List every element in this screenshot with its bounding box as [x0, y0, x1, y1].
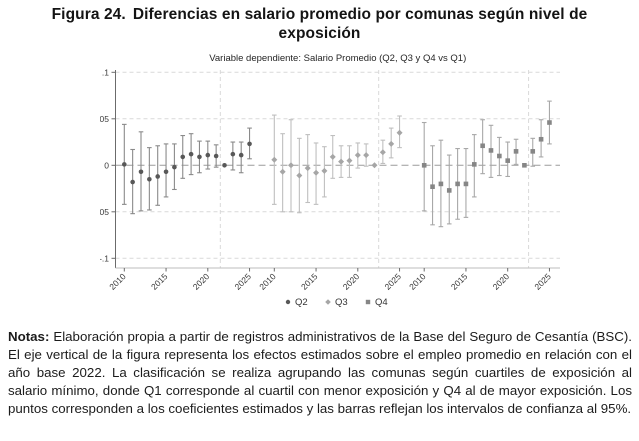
legend-label-Q4: Q4 — [375, 297, 388, 308]
data-point-marker — [388, 140, 395, 147]
data-point-marker — [180, 154, 186, 160]
data-point-marker — [197, 154, 202, 160]
data-point-marker — [155, 174, 160, 179]
data-point-marker — [271, 156, 278, 163]
y-tick-label: -.05 — [100, 207, 109, 217]
data-point-marker — [172, 164, 177, 170]
data-point-marker — [363, 152, 370, 159]
data-point-marker — [222, 163, 227, 168]
figure-number: Figura 24. — [51, 6, 126, 23]
data-point-marker — [163, 169, 169, 175]
data-point-marker — [138, 169, 144, 175]
notes-label: Notas: — [8, 329, 50, 344]
data-point-marker — [538, 136, 544, 142]
data-point-marker — [488, 148, 494, 153]
x-tick-label: 2015 — [149, 271, 170, 292]
data-point-marker — [430, 184, 435, 189]
data-point-marker — [288, 162, 294, 169]
data-point-marker — [247, 141, 252, 147]
y-tick-label: -.1 — [100, 253, 109, 263]
x-tick-label: 2010 — [107, 271, 128, 292]
y-tick-label: 0 — [104, 160, 109, 170]
x-tick-label: 2015 — [299, 271, 320, 292]
notes-text: Elaboración propia a partir de registros… — [8, 329, 632, 416]
data-point-marker — [338, 158, 345, 165]
data-point-marker — [122, 162, 127, 167]
figure-title-text: Diferencias en salario promedio por comu… — [132, 6, 588, 23]
notes: Notas: Elaboración propia a partir de re… — [8, 328, 632, 418]
data-point-marker — [205, 152, 211, 158]
x-tick-label: 2010 — [257, 271, 278, 292]
data-point-marker — [396, 129, 403, 136]
x-tick-label: 2020 — [191, 271, 212, 292]
data-point-marker — [513, 149, 519, 154]
data-point-marker — [505, 158, 510, 163]
data-point-marker — [188, 151, 194, 157]
data-point-marker — [379, 149, 386, 156]
x-tick-label: 2025 — [233, 271, 254, 292]
data-point-marker — [497, 153, 502, 159]
x-tick-label: 2020 — [491, 271, 512, 292]
data-point-marker — [329, 153, 336, 160]
figure-title-line2: exposición — [278, 24, 361, 42]
x-tick-label: 2025 — [532, 271, 553, 292]
data-point-marker — [455, 181, 460, 187]
x-tick-label: 2015 — [449, 271, 470, 292]
data-point-marker — [230, 151, 236, 157]
data-point-marker — [530, 149, 536, 154]
data-point-marker — [279, 168, 286, 175]
data-point-marker — [421, 163, 427, 168]
data-point-marker — [213, 153, 219, 159]
coefficient-plot: .1.050-.05-.1201020152020202520102015202… — [94, 53, 560, 308]
data-point-marker — [522, 163, 527, 168]
data-point-marker — [321, 167, 328, 174]
data-point-marker — [147, 176, 152, 182]
legend-label-Q2: Q2 — [295, 297, 308, 308]
legend-label-Q3: Q3 — [335, 297, 348, 308]
square-icon — [365, 299, 371, 305]
x-tick-label: 2025 — [383, 271, 404, 292]
data-point-marker — [438, 181, 444, 187]
circle-icon — [285, 299, 291, 305]
data-point-marker — [130, 179, 135, 185]
y-tick-label: .05 — [100, 114, 109, 124]
data-point-marker — [346, 157, 353, 164]
data-point-marker — [296, 172, 303, 179]
diamond-icon — [325, 299, 331, 305]
data-point-marker — [480, 143, 485, 149]
chart-area: .1.050-.05-.1201020152020202520102015202… — [94, 48, 570, 313]
figure-title: Figura 24. Diferencias en salario promedi… — [0, 6, 639, 43]
data-point-marker — [547, 120, 552, 125]
data-point-marker — [354, 152, 361, 159]
data-point-marker — [304, 165, 311, 172]
y-tick-label: .1 — [102, 67, 109, 77]
data-point-marker — [472, 162, 477, 167]
figure-title-line1: Figura 24. Diferencias en salario promedi… — [0, 6, 639, 25]
x-tick-label: 2020 — [341, 271, 362, 292]
data-point-marker — [463, 181, 469, 187]
data-point-marker — [371, 162, 378, 169]
data-point-marker — [238, 152, 244, 158]
x-tick-label: 2010 — [407, 271, 428, 292]
data-point-marker — [446, 188, 452, 193]
data-point-marker — [313, 169, 320, 176]
chart-subtitle: Variable dependiente: Salario Promedio (… — [209, 53, 466, 64]
